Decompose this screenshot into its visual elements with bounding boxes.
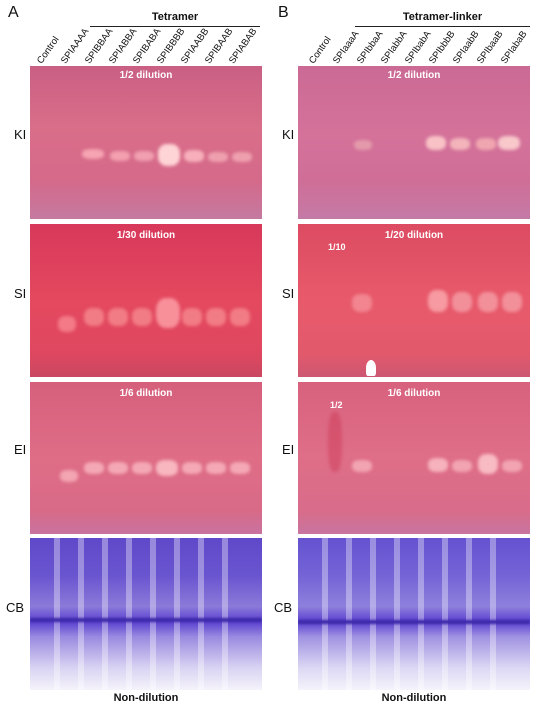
row-label-b-cb: CB [274, 600, 293, 615]
band [184, 150, 204, 162]
band [232, 152, 252, 162]
lane-gap [150, 538, 156, 690]
non-dilution-label-a: Non-dilution [113, 692, 179, 704]
band [58, 316, 76, 332]
band [354, 140, 372, 150]
lane-gap [322, 538, 328, 690]
band [352, 460, 372, 472]
lane-label-a-1: Control [34, 34, 62, 66]
major-band [30, 618, 262, 622]
band [230, 308, 250, 326]
band [452, 292, 472, 312]
row-label-a-cb: CB [6, 600, 25, 615]
band [132, 462, 152, 474]
band [208, 152, 228, 162]
gel-a-cb [30, 538, 262, 690]
lane-gap [418, 538, 424, 690]
lane-gap [102, 538, 108, 690]
row-label-b-si: SI [282, 286, 295, 301]
gel-tear [366, 360, 376, 376]
lane-gap [346, 538, 352, 690]
row-label-b-ki: KI [282, 127, 295, 142]
band [206, 462, 226, 474]
panel-a-letter: A [8, 4, 19, 21]
band [156, 298, 180, 328]
band [478, 454, 498, 474]
band [428, 458, 448, 472]
gel-b-ki: 1/2 dilution [298, 66, 530, 219]
band [108, 462, 128, 474]
band [158, 144, 180, 166]
dilution-label: 1/30 dilution [116, 230, 176, 241]
band [60, 470, 78, 482]
band [478, 292, 498, 312]
band [82, 149, 104, 159]
gel-b-cb [298, 538, 530, 690]
gel-a-ei: 1/6 dilution [30, 382, 262, 534]
lane-gap [394, 538, 400, 690]
band [452, 460, 472, 472]
band [84, 462, 104, 474]
panel-b-group-label: Tetramer-linker [402, 11, 483, 23]
band [476, 138, 496, 150]
lane-gap [126, 538, 132, 690]
major-band [298, 620, 530, 624]
dilution-label: 1/2 dilution [387, 70, 441, 81]
band [156, 460, 178, 476]
band [428, 290, 448, 312]
lane-gap [466, 538, 472, 690]
band [182, 308, 202, 326]
panel-b-group-line [355, 26, 530, 27]
row-label-b-ei: EI [282, 442, 295, 457]
band [502, 460, 522, 472]
dilution-label: 1/20 dilution [384, 230, 444, 241]
dilution-label: 1/2 dilution [119, 70, 173, 81]
band [134, 151, 154, 161]
gel-b-si: 1/20 dilution 1/10 [298, 224, 530, 377]
band [206, 308, 226, 326]
lane-gap [490, 538, 496, 690]
lane-gap [442, 538, 448, 690]
row-label-a-ei: EI [14, 442, 27, 457]
dilution-label: 1/6 dilution [387, 388, 441, 399]
lane-gap [78, 538, 84, 690]
row-label-a-ki: KI [14, 127, 27, 142]
band [110, 151, 130, 161]
lane-gap [54, 538, 60, 690]
band [498, 136, 520, 150]
band [108, 308, 128, 326]
panel-a-group-line [90, 26, 260, 27]
lane-dilution-note: 1/10 [328, 242, 346, 252]
lane-gap [222, 538, 228, 690]
band [132, 308, 152, 326]
panel-a-group-label: Tetramer [151, 11, 199, 23]
gel-b-ei: 1/6 dilution 1/2 [298, 382, 530, 534]
dilution-label: 1/6 dilution [119, 388, 173, 399]
panel-b-letter: B [278, 4, 289, 21]
band [328, 412, 342, 472]
band [84, 308, 104, 326]
band [502, 292, 522, 312]
gel-a-si: 1/30 dilution [30, 224, 262, 377]
lane-gap [174, 538, 180, 690]
lane-gap [198, 538, 204, 690]
band [352, 294, 372, 312]
lane-gap [370, 538, 376, 690]
band [230, 462, 250, 474]
band [182, 462, 202, 474]
row-label-a-si: SI [14, 286, 27, 301]
band [426, 136, 446, 150]
band [450, 138, 470, 150]
lane-dilution-note: 1/2 [330, 400, 343, 410]
lane-label-b-1: Control [306, 34, 334, 66]
gel-a-ki: 1/2 dilution [30, 66, 262, 219]
non-dilution-label-b: Non-dilution [381, 692, 447, 704]
